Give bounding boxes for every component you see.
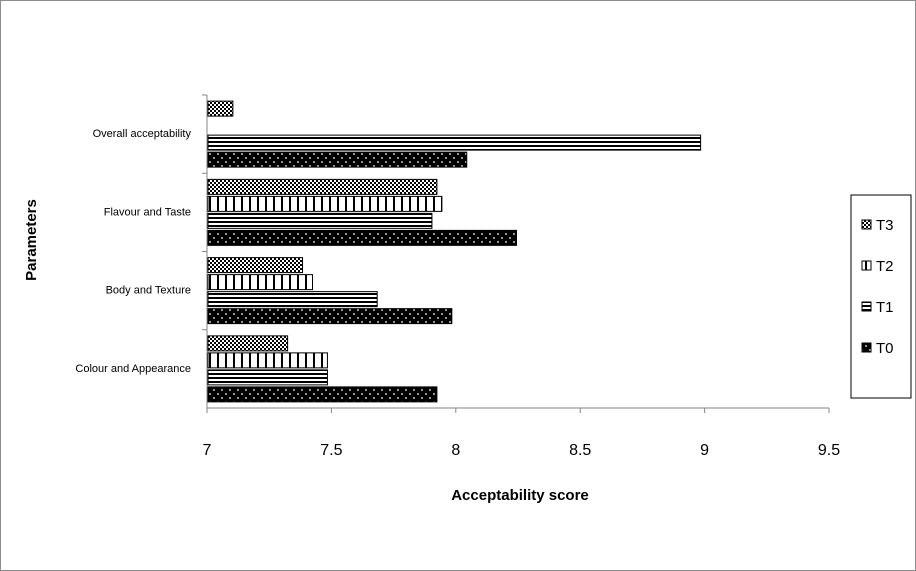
y-axis-title: Parameters [23, 199, 40, 281]
bar-t1 [207, 212, 433, 229]
legend-label-t1: T1 [876, 299, 894, 316]
legend-swatch-t2 [861, 260, 872, 271]
bar-t0 [207, 386, 438, 403]
legend: T3 T2 T1 T0 [850, 194, 912, 399]
bar-t2 [207, 195, 443, 212]
legend-swatch-t1 [861, 301, 872, 312]
y-category-label: Flavour and Taste [104, 206, 191, 218]
x-tick-label: 9 [700, 442, 709, 459]
bar-t3 [207, 100, 234, 117]
legend-swatch-t0 [861, 342, 872, 353]
bars-layer [207, 100, 702, 403]
bar-t0 [207, 229, 518, 246]
labels-layer: 7 7.5 8 8.5 9 9.5 Colour and Appearance Body an… [75, 128, 840, 459]
legend-box [850, 194, 912, 399]
bar-t3 [207, 178, 438, 195]
bar-t2 [207, 274, 313, 291]
bar-t1 [207, 369, 328, 386]
y-category-label: Overall acceptability [93, 128, 192, 140]
legend-label-t0: T0 [876, 340, 894, 357]
axes-layer [202, 94, 830, 413]
bar-t2 [207, 352, 328, 369]
y-category-label: Colour and Appearance [75, 363, 191, 375]
bar-t1 [207, 134, 702, 151]
bar-t0 [207, 151, 468, 168]
bar-t3 [207, 257, 304, 274]
legend-label-t2: T2 [876, 258, 894, 275]
x-tick-label: 7 [203, 442, 212, 459]
x-tick-label: 8 [451, 442, 460, 459]
legend-swatch-t3 [861, 219, 872, 230]
y-category-label: Body and Texture [106, 285, 191, 297]
legend-label-t3: T3 [876, 217, 894, 234]
bar-t3 [207, 335, 289, 352]
x-axis-title: Acceptability score [451, 487, 589, 504]
bar-t1 [207, 291, 378, 308]
bar-t0 [207, 308, 453, 325]
x-tick-label: 7.5 [320, 442, 342, 459]
x-tick-label: 8.5 [569, 442, 591, 459]
x-tick-label: 9.5 [818, 442, 840, 459]
